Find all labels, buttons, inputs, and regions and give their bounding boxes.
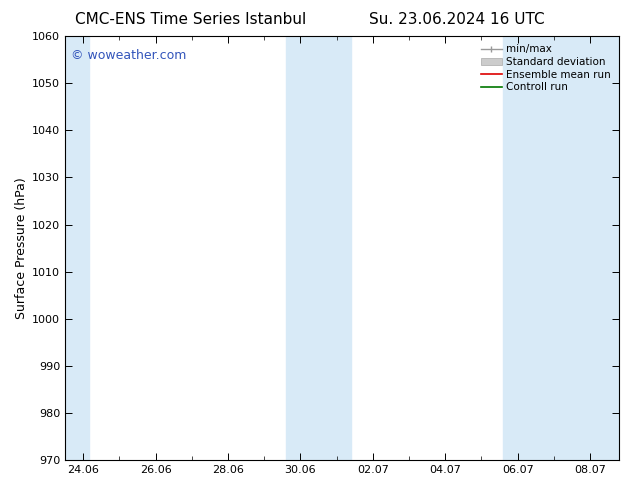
Y-axis label: Surface Pressure (hPa): Surface Pressure (hPa) xyxy=(15,177,28,319)
Bar xyxy=(503,36,619,460)
Legend: min/max, Standard deviation, Ensemble mean run, Controll run: min/max, Standard deviation, Ensemble me… xyxy=(478,41,614,96)
Bar xyxy=(286,36,351,460)
Text: CMC-ENS Time Series Istanbul: CMC-ENS Time Series Istanbul xyxy=(75,12,306,27)
Bar xyxy=(65,36,89,460)
Text: © woweather.com: © woweather.com xyxy=(71,49,186,62)
Text: Su. 23.06.2024 16 UTC: Su. 23.06.2024 16 UTC xyxy=(368,12,545,27)
